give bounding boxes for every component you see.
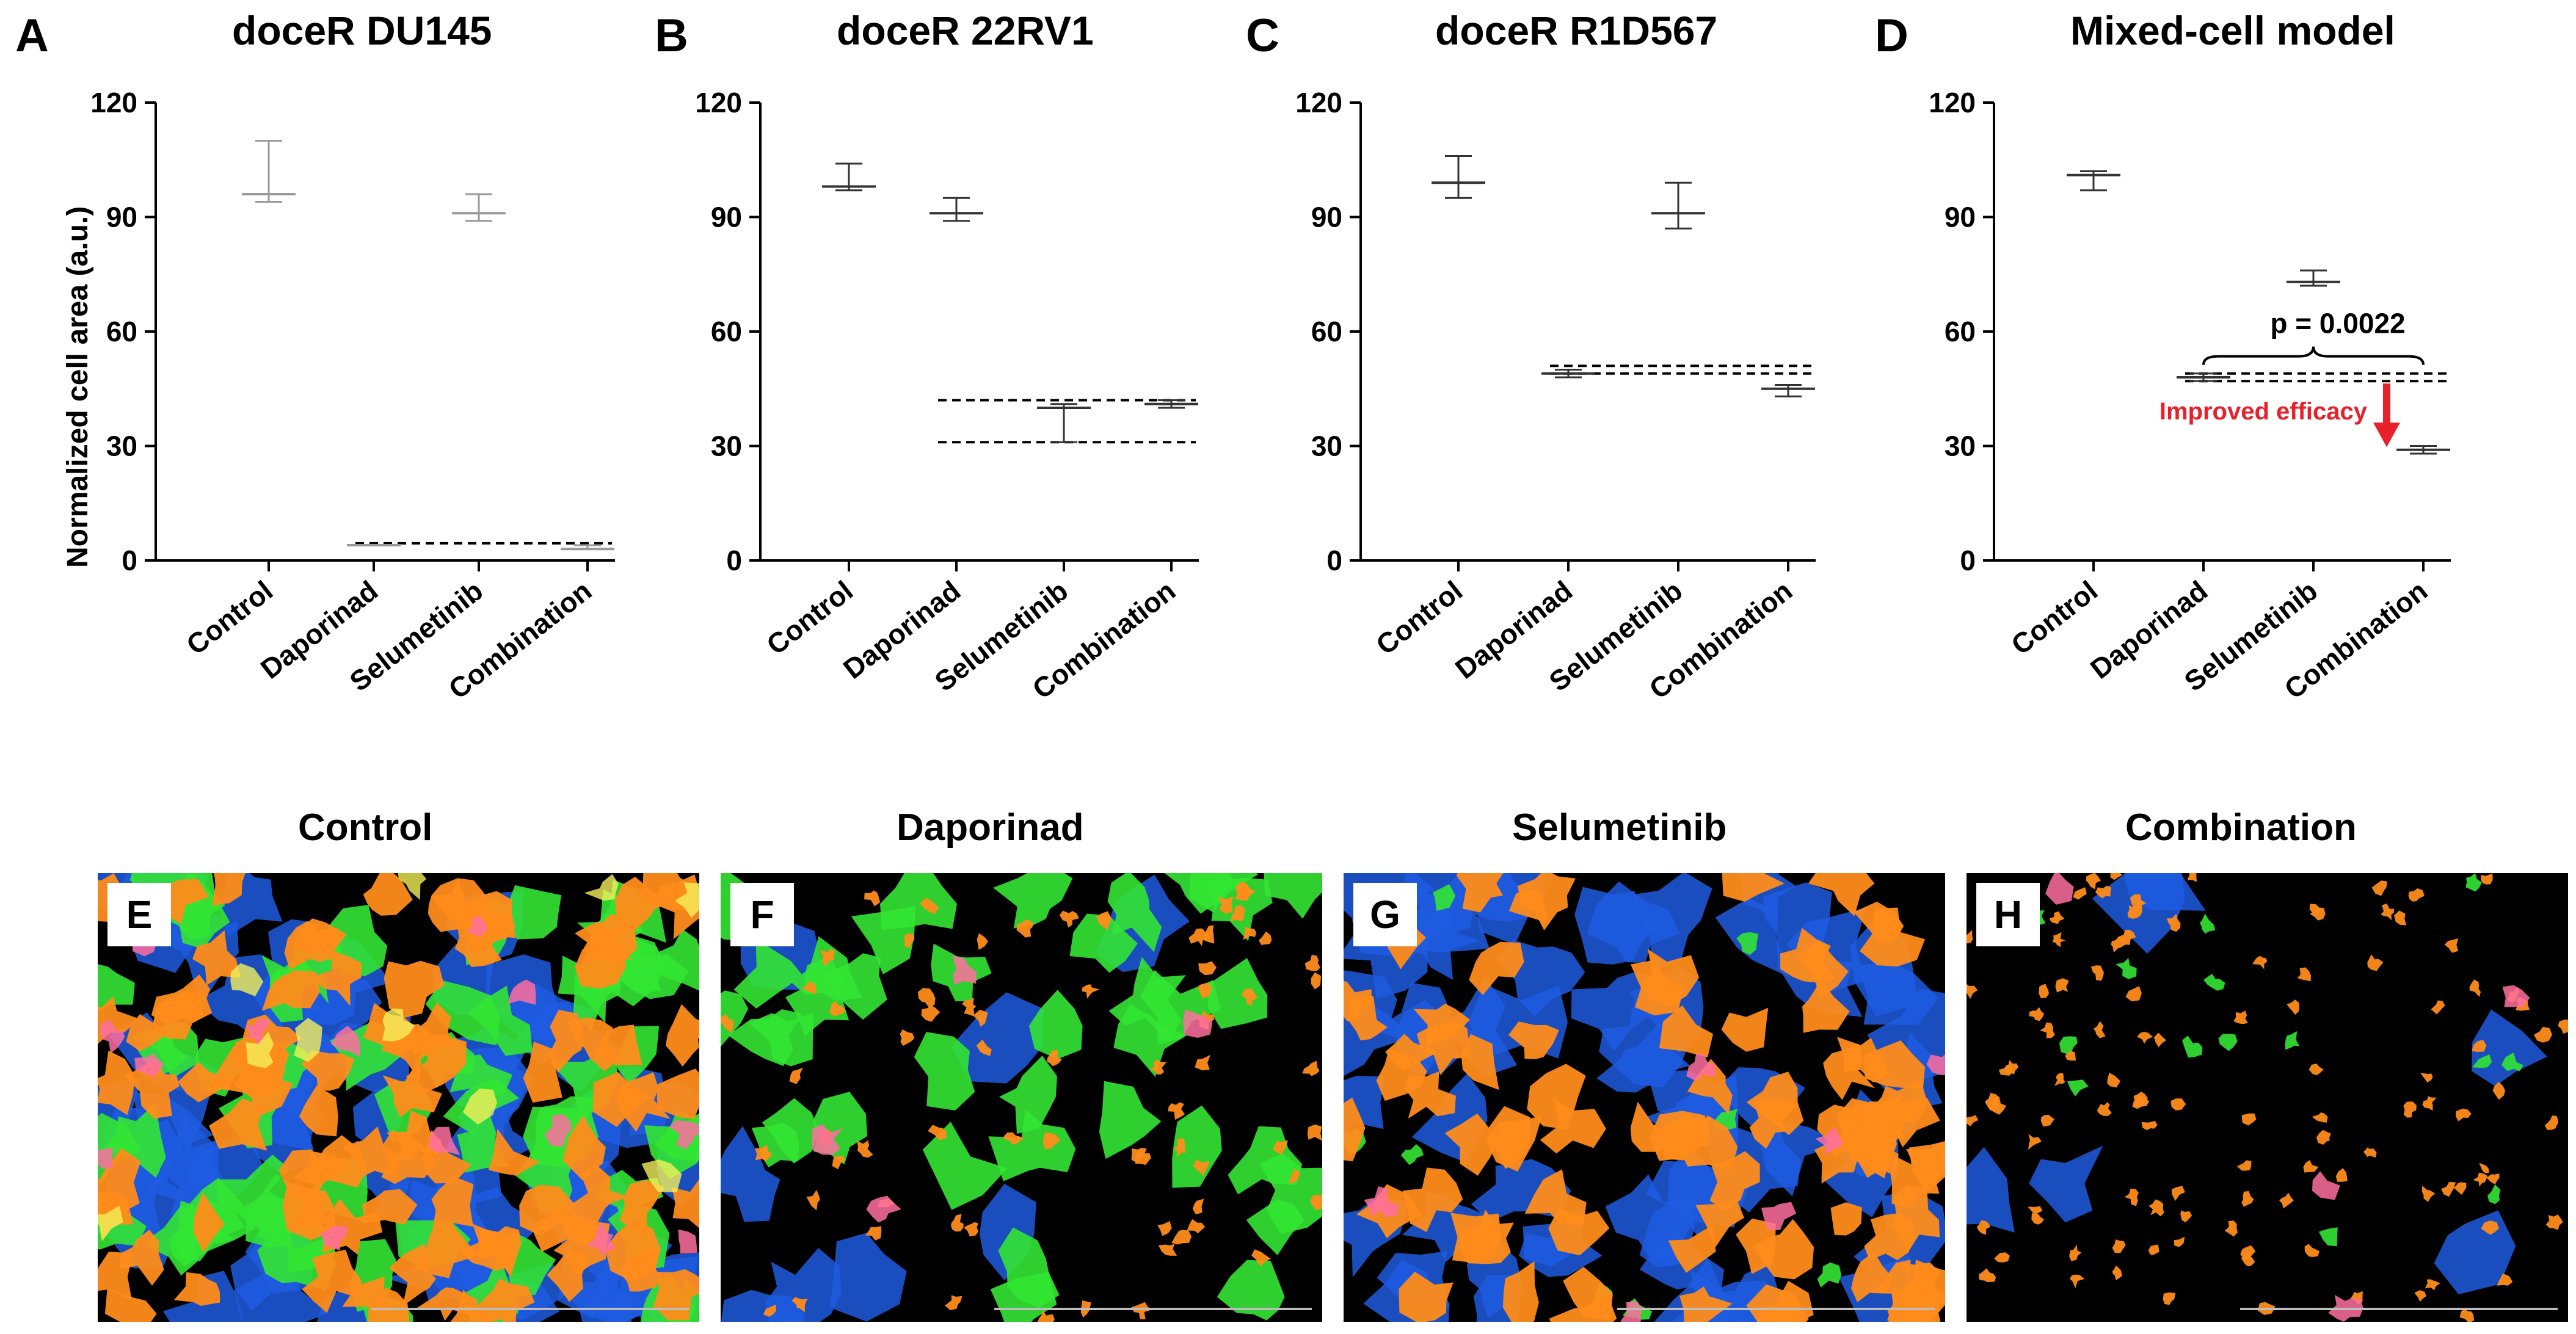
y-tick-label: 90 xyxy=(711,201,742,233)
y-tick-label: 30 xyxy=(1945,430,1976,462)
image-title-combination: Combination xyxy=(2125,807,2357,849)
image-title-daporinad: Daporinad xyxy=(897,807,1084,849)
data-mark-control xyxy=(1432,155,1485,199)
y-tick-label: 30 xyxy=(1311,430,1342,462)
y-tick-label: 90 xyxy=(1311,201,1342,233)
y-tick-label: 0 xyxy=(726,545,742,576)
micrograph-combination-texture xyxy=(1967,873,2568,1322)
y-tick-label: 0 xyxy=(1326,545,1342,576)
scale-bar xyxy=(371,1308,689,1310)
significance-bracket xyxy=(2202,346,2425,365)
y-tick-label: 30 xyxy=(711,430,742,462)
micrograph-selumetinib-texture xyxy=(1344,873,1945,1322)
data-mark-control xyxy=(822,162,876,192)
panel-letter-c: C xyxy=(1246,10,1279,62)
panel-letter-a: A xyxy=(15,10,49,62)
panel-letter-d: D xyxy=(1875,10,1908,62)
data-mark-combination xyxy=(2396,445,2450,455)
chart-title-c: doceR R1D567 xyxy=(1435,8,1718,53)
scale-bar xyxy=(994,1308,1312,1310)
y-tick-label: 120 xyxy=(695,87,742,118)
y-tick-label: 60 xyxy=(106,316,137,347)
data-mark-selumetinib xyxy=(452,193,506,222)
data-mark-selumetinib xyxy=(2287,269,2340,287)
y-tick-label: 90 xyxy=(1945,201,1976,233)
image-letter-h: H xyxy=(1976,883,2040,946)
y-tick-label: 120 xyxy=(1295,87,1342,118)
chart-title-d: Mixed-cell model xyxy=(2070,8,2395,53)
data-mark-selumetinib xyxy=(1037,403,1091,443)
data-mark-control xyxy=(2067,170,2120,192)
y-tick-label: 120 xyxy=(90,87,137,118)
chart-title-b: doceR 22RV1 xyxy=(837,8,1094,53)
micrograph-daporinad-texture xyxy=(721,873,1322,1322)
data-mark-selumetinib xyxy=(1651,181,1705,230)
micrograph-control: E xyxy=(98,873,699,1322)
y-tick-label: 90 xyxy=(106,201,137,233)
y-tick-label: 60 xyxy=(711,316,742,347)
y-tick-label: 0 xyxy=(122,545,137,576)
data-mark-daporinad xyxy=(1541,369,1595,379)
image-title-control: Control xyxy=(298,807,433,849)
chart-title-a: doceR DU145 xyxy=(232,8,492,53)
y-tick-label: 60 xyxy=(1311,316,1342,347)
micrograph-combination: H xyxy=(1967,873,2568,1322)
panel-letter-b: B xyxy=(655,10,688,62)
chart-c: 0306090120ControlDaporinadSelumetinibCom… xyxy=(1295,87,1816,705)
micrograph-selumetinib: G xyxy=(1344,873,1945,1322)
data-mark-daporinad xyxy=(2177,372,2230,382)
data-mark-daporinad xyxy=(930,197,983,222)
chart-a: 0306090120ControlDaporinadSelumetinibCom… xyxy=(90,87,615,705)
chart-d: 0306090120ControlDaporinadSelumetinibCom… xyxy=(1929,87,2451,705)
y-tick-label: 30 xyxy=(106,430,137,462)
data-mark-control xyxy=(242,140,296,203)
data-mark-combination xyxy=(1761,384,1815,397)
micrograph-daporinad: F xyxy=(721,873,1322,1322)
image-letter-f: F xyxy=(730,883,794,946)
data-mark-combination xyxy=(561,544,614,551)
p-value-label: p = 0.0022 xyxy=(2270,308,2405,339)
improved-efficacy-label: Improved efficacy xyxy=(2159,398,2368,425)
image-title-selumetinib: Selumetinib xyxy=(1512,807,1727,849)
micrograph-control-texture xyxy=(98,873,699,1322)
chart-b: 0306090120ControlDaporinadSelumetinibCom… xyxy=(695,87,1199,705)
image-letter-e: E xyxy=(107,883,171,946)
y-tick-label: 60 xyxy=(1945,316,1976,347)
image-letter-g: G xyxy=(1353,883,1417,946)
y-tick-label: 120 xyxy=(1929,87,1976,118)
scale-bar xyxy=(1617,1308,1935,1310)
improvement-arrow-head xyxy=(2373,422,2400,448)
scale-bar xyxy=(2240,1308,2558,1310)
y-tick-label: 0 xyxy=(1960,545,1976,576)
data-mark-combination xyxy=(1144,399,1198,409)
x-tick-label: Control xyxy=(2005,575,2103,661)
